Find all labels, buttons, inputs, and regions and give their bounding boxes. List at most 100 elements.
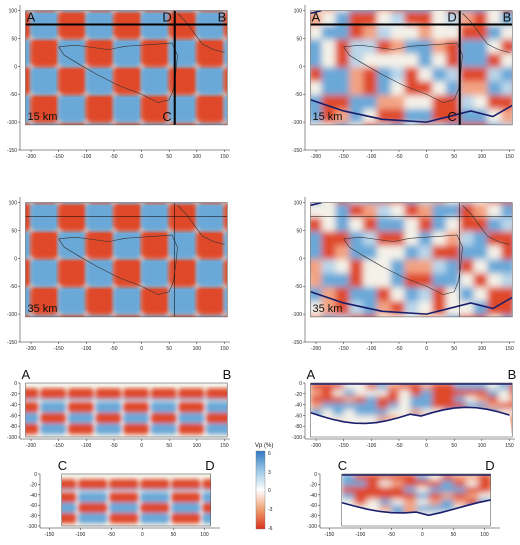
depth-label: 15 km: [313, 111, 343, 123]
anomaly-cell: [515, 203, 520, 218]
anomaly-cell: [341, 498, 356, 507]
anomaly-cell: [432, 94, 447, 110]
anomaly-cell: [86, 121, 115, 125]
y-tick-label: -80: [310, 514, 317, 520]
anomaly-cell: [418, 314, 434, 317]
anomaly-cell: [515, 244, 520, 259]
x-tick-label: 100: [200, 532, 209, 538]
anomaly-cell: [473, 10, 489, 12]
anomaly-cell: [376, 216, 392, 232]
anomaly-cell: [432, 136, 447, 151]
anomaly-cell: [335, 66, 351, 82]
anomaly-cell: [85, 93, 115, 124]
anomaly-cell: [40, 412, 66, 424]
anomaly-cell: [390, 202, 406, 204]
anomaly-cell: [476, 402, 489, 410]
anomaly-cell: [30, 37, 60, 68]
colorbar-tick: 0: [268, 488, 271, 494]
anomaly-cell: [365, 389, 378, 397]
anomaly-cell: [112, 285, 143, 316]
anomaly-cell: [473, 38, 489, 54]
anomaly-cell: [67, 401, 94, 413]
y-tick-label: 50: [296, 36, 302, 42]
anomaly-cell: [78, 513, 108, 524]
y-tick-label: 0: [299, 64, 302, 70]
anomaly-cell: [473, 216, 489, 232]
anomaly-cell: [460, 328, 475, 343]
anomaly-cell: [61, 513, 77, 524]
anomaly-cell: [321, 80, 337, 96]
anomaly-cell: [171, 502, 201, 513]
anomaly-cell: [418, 52, 434, 68]
x-tick-label: -100: [366, 154, 376, 160]
anomaly-cell: [376, 202, 392, 204]
x-tick-label: 50: [166, 346, 172, 352]
anomaly-cell: [30, 93, 60, 124]
colorbar-tick: -3: [268, 507, 273, 513]
anomaly-cell: [443, 395, 456, 404]
anomaly-cell: [487, 286, 503, 302]
depth-label: 35 km: [28, 303, 58, 315]
anomaly-cell: [178, 423, 205, 435]
anomaly-cell: [474, 136, 489, 151]
anomaly-cell: [498, 383, 511, 391]
anomaly-cell: [341, 486, 356, 494]
section-axes: -150 -100 -50 0 50 100 0 -20 -40 -60 -80 -100: [27, 472, 220, 538]
anomaly-cell: [363, 314, 378, 317]
anomaly-cell: [332, 415, 345, 423]
map-field: [310, 202, 520, 343]
section-frame: [61, 473, 211, 527]
anomaly-cell: [195, 229, 226, 260]
anomaly-cell: [321, 314, 337, 317]
anomaly-cell: [487, 24, 503, 40]
anomaly-cell: [487, 10, 503, 12]
anomaly-cell: [487, 202, 503, 204]
anomaly-cell: [441, 480, 455, 488]
anomaly-cell: [195, 257, 226, 288]
section-start-label: C: [58, 458, 67, 473]
y-tick-label: 0: [14, 256, 17, 262]
x-tick-label: 100: [193, 443, 202, 449]
anomaly-cell: [321, 10, 337, 12]
anomaly-cell: [445, 10, 461, 26]
anomaly-cell: [391, 474, 405, 482]
anomaly-cell: [224, 121, 228, 125]
map-field: [310, 10, 513, 151]
panel-map-15-synthetic: -200 -150 -100 -50 0 50 100 150 100 50 0 -50 -100 -15…: [7, 5, 230, 160]
anomaly-cell: [459, 230, 475, 246]
y-tick-label: -80: [10, 424, 17, 430]
y-tick-label: -60: [30, 503, 37, 509]
anomaly-cell: [445, 10, 461, 12]
anomaly-cell: [453, 486, 467, 494]
anomaly-cell: [343, 389, 356, 397]
y-tick-label: -100: [292, 435, 302, 441]
anomaly-cell: [376, 52, 392, 68]
anomaly-cell: [349, 10, 365, 26]
anomaly-cell: [310, 230, 323, 246]
y-tick-label: -80: [30, 514, 37, 520]
y-tick-label: -100: [292, 120, 302, 126]
anomaly-cell: [376, 244, 392, 260]
anomaly-cell: [378, 492, 393, 500]
anomaly-cell: [498, 402, 511, 410]
anomaly-cell: [515, 314, 520, 329]
anomaly-cell: [365, 415, 378, 423]
anomaly-cell: [310, 202, 323, 204]
anomaly-cell: [487, 80, 503, 96]
map-frame: [310, 202, 513, 318]
anomaly-cell: [509, 421, 513, 430]
anomaly-cell: [376, 108, 392, 124]
anomaly-cell: [223, 286, 228, 315]
anomaly-cell: [25, 202, 29, 204]
anomaly-cell: [349, 94, 365, 110]
anomaly-cell: [57, 65, 88, 96]
anomaly-cell: [515, 217, 520, 232]
anomaly-cell: [321, 402, 334, 410]
x-tick-label: -150: [339, 346, 349, 352]
anomaly-cell: [363, 94, 378, 110]
anomaly-cell: [321, 300, 337, 316]
profile-end-label: A: [27, 10, 36, 25]
anomaly-cell: [363, 10, 378, 26]
coastline: [462, 205, 510, 245]
anomaly-cell: [57, 257, 88, 288]
